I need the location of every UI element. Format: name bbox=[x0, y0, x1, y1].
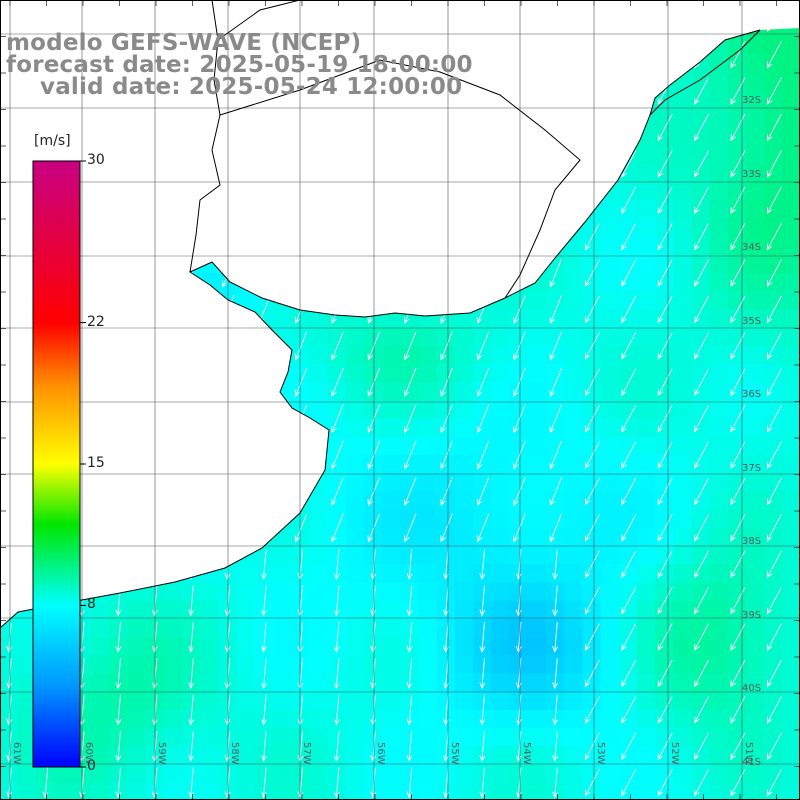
longitude-label: 58W bbox=[229, 742, 240, 765]
longitude-label: 59W bbox=[156, 742, 167, 765]
colorbar-tick-label: 8 bbox=[87, 596, 96, 613]
colorbar-tick-label: 0 bbox=[87, 758, 96, 774]
latitude-label: 34S bbox=[742, 242, 762, 253]
latitude-label: 39S bbox=[742, 609, 762, 621]
colorbar-tick-label: 22 bbox=[87, 313, 105, 330]
latitude-label: 32S bbox=[742, 95, 762, 106]
colorbar-unit: [m/s] bbox=[34, 133, 71, 149]
longitude-label: 61W bbox=[11, 742, 22, 765]
longitude-label: 57W bbox=[301, 742, 312, 765]
longitude-label: 51W bbox=[743, 742, 754, 765]
latitude-label: 41S bbox=[742, 756, 762, 768]
longitude-label: 60W bbox=[83, 742, 94, 765]
longitude-label: 53W bbox=[595, 742, 606, 765]
coastline bbox=[0, 29, 761, 629]
longitude-label: 55W bbox=[449, 742, 460, 765]
latitude-label: 37S bbox=[742, 462, 762, 474]
latitude-label: 33S bbox=[742, 168, 762, 180]
colorbar-tick-label: 15 bbox=[87, 455, 105, 471]
longitude-label: 54W bbox=[521, 742, 532, 765]
longitude-label: 52W bbox=[669, 742, 680, 765]
colorbar-tick-label: 30 bbox=[87, 152, 105, 168]
latitude-label: 40S bbox=[742, 683, 762, 694]
latitude-label: 35S bbox=[742, 315, 762, 327]
colorbar bbox=[32, 160, 81, 768]
latitude-label: 36S bbox=[742, 389, 762, 400]
forecast-date: forecast date: 2025-05-19 18:00:00 bbox=[6, 52, 473, 78]
country-border-north bbox=[217, 0, 581, 299]
valid-date: valid date: 2025-05-24 12:00:00 bbox=[40, 74, 463, 100]
lagoon-coast bbox=[649, 29, 761, 116]
latitude-label: 38S bbox=[742, 536, 762, 547]
model-title: modelo GEFS-WAVE (NCEP) bbox=[6, 30, 362, 56]
longitude-label: 56W bbox=[375, 742, 386, 765]
country-border bbox=[189, 0, 221, 273]
